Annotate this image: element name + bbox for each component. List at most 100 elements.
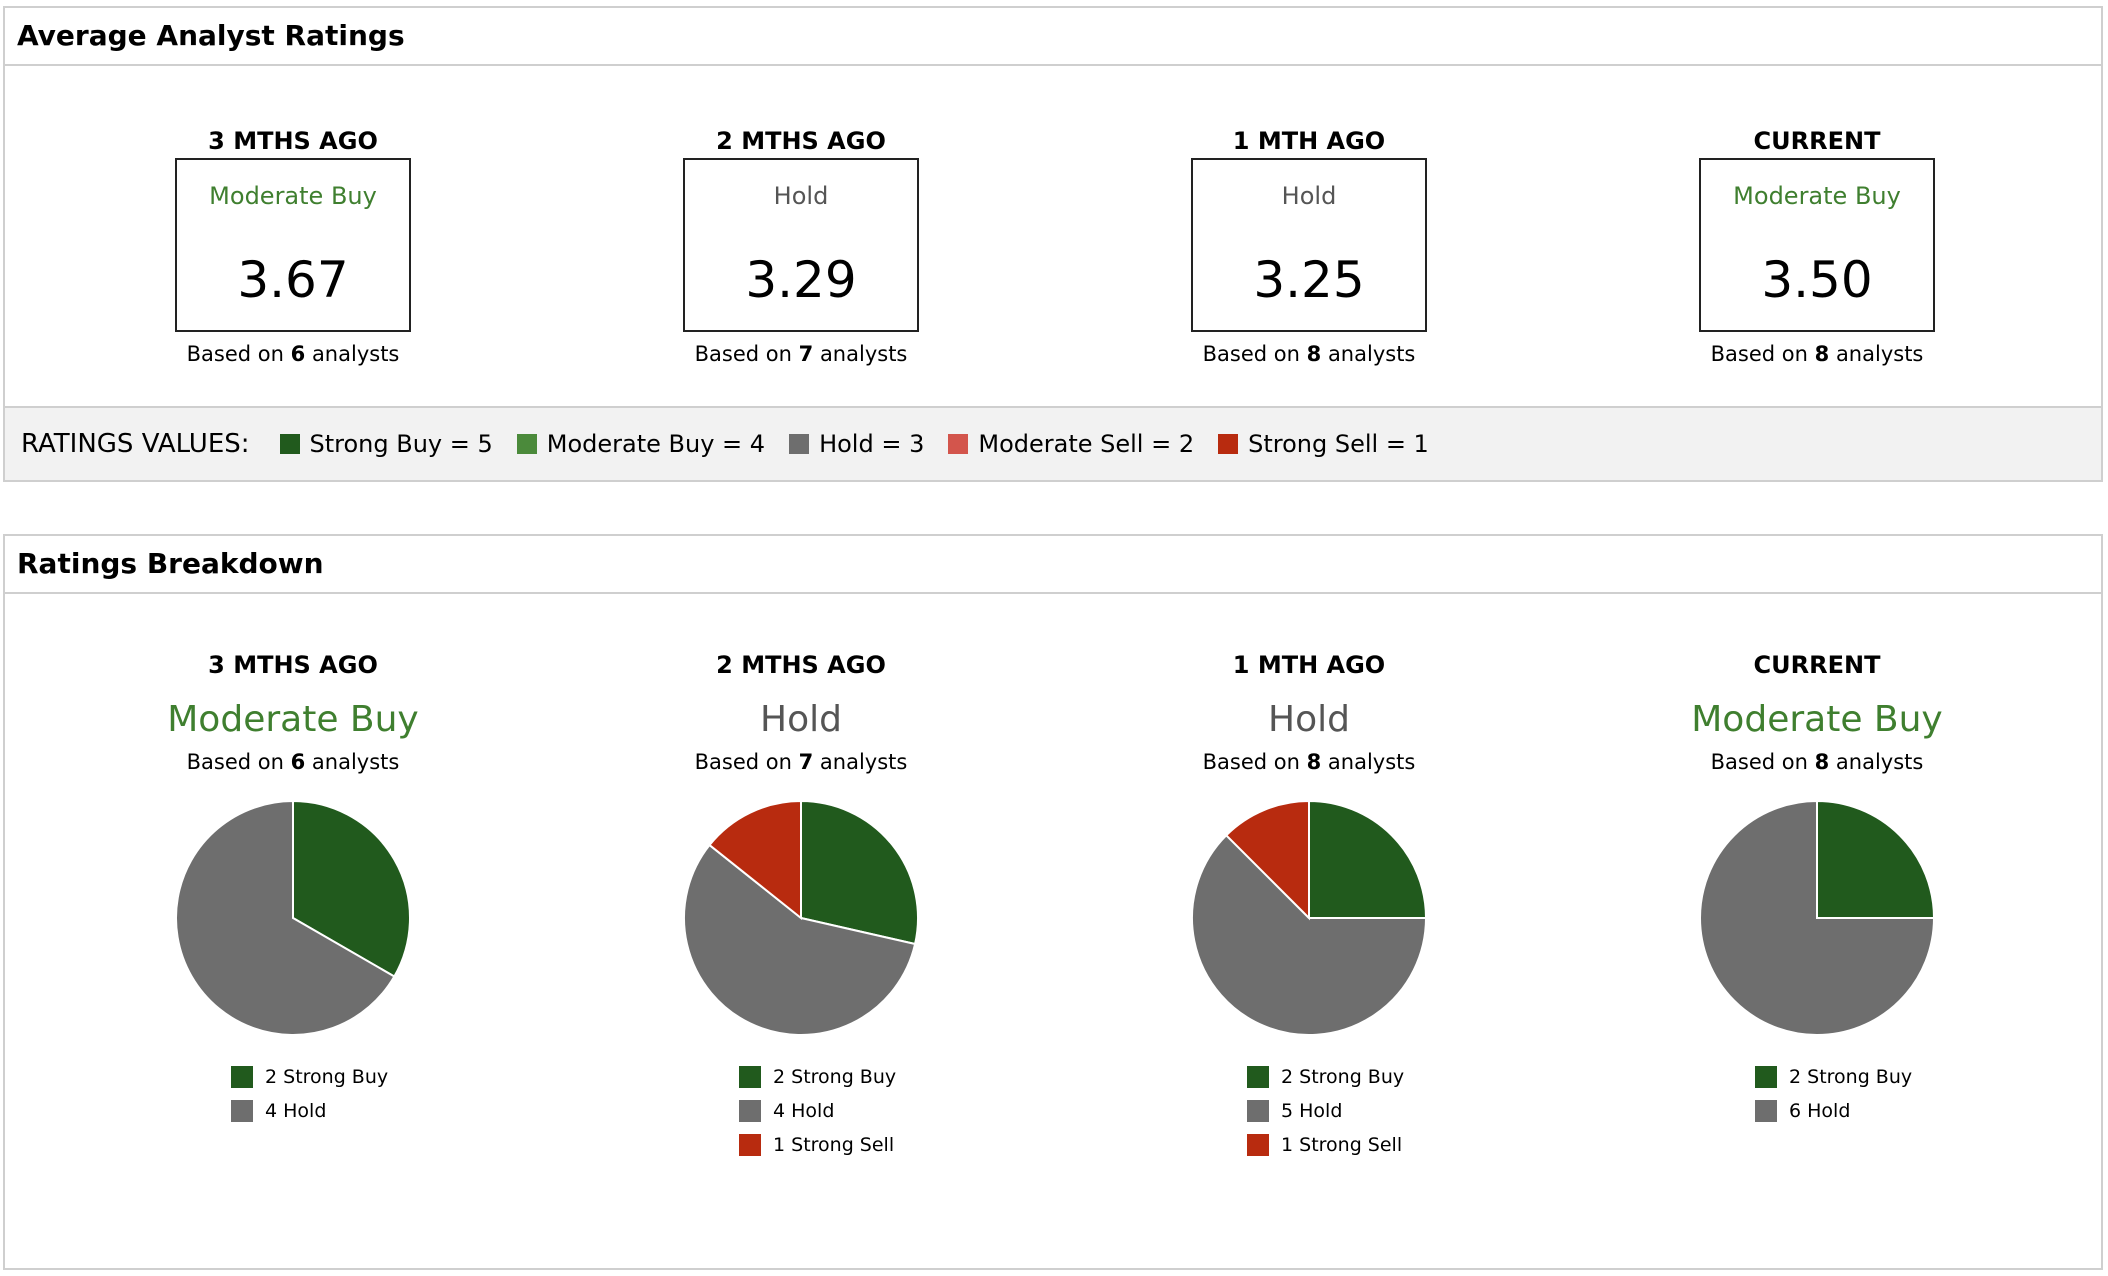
avg-rating-label: Hold: [773, 182, 829, 210]
avg-based-on: Based on 8 analysts: [1710, 342, 1924, 366]
pie-slice-strong-buy: [800, 799, 920, 946]
ratings-values-title: RATINGS VALUES:: [21, 429, 250, 459]
breakdown-col-0: 3 MTHS AGO Moderate Buy Based on 6 analyst…: [93, 650, 493, 1128]
avg-rating-label: Moderate Buy: [1733, 182, 1901, 210]
swatch-icon: [1755, 1066, 1777, 1088]
average-ratings-title: Average Analyst Ratings: [5, 8, 2101, 66]
avg-period: 2 MTHS AGO: [716, 127, 886, 155]
pie-legend-label: 6 Hold: [1789, 1100, 1851, 1122]
pie-legend-item: 2 Strong Buy: [93, 1060, 493, 1094]
breakdown-based-on: Based on 8 analysts: [1202, 750, 1416, 774]
avg-col-1: 2 MTHS AGO Hold 3.29 Based on 7 analysts: [601, 126, 1001, 366]
swatch-icon: [1247, 1134, 1269, 1156]
breakdown-period: 2 MTHS AGO: [716, 651, 886, 679]
swatch-icon: [739, 1100, 761, 1122]
breakdown-col-3: CURRENT Moderate Buy Based on 8 analysts 2 …: [1617, 650, 2017, 1128]
avg-based-on: Based on 7 analysts: [694, 342, 908, 366]
ratings-breakdown-title: Ratings Breakdown: [5, 536, 2101, 594]
avg-based-on: Based on 6 analysts: [186, 342, 400, 366]
pie-legend-label: 5 Hold: [1281, 1100, 1343, 1122]
avg-rating-box: Moderate Buy 3.50: [1699, 158, 1935, 332]
swatch-icon: [279, 434, 300, 454]
pie-legend: 2 Strong Buy 4 Hold 1 Strong Sell: [601, 1060, 1001, 1162]
avg-rating-box: Hold 3.25: [1191, 158, 1427, 332]
breakdown-based-on: Based on 6 analysts: [186, 750, 400, 774]
pie-legend-item: 2 Strong Buy: [1109, 1060, 1509, 1094]
breakdown-based-on: Based on 7 analysts: [694, 750, 908, 774]
legend-item-moderate-buy: Moderate Buy = 4: [516, 430, 765, 458]
pie-legend-item: 1 Strong Sell: [601, 1128, 1001, 1162]
avg-rating-box: Moderate Buy 3.67: [175, 158, 411, 332]
breakdown-period: 1 MTH AGO: [1232, 651, 1386, 679]
swatch-icon: [948, 434, 969, 454]
pie-legend-item: 4 Hold: [93, 1094, 493, 1128]
avg-period: 3 MTHS AGO: [208, 127, 378, 155]
average-ratings-panel: Average Analyst Ratings 3 MTHS AGO Moder…: [3, 6, 2103, 482]
avg-col-2: 1 MTH AGO Hold 3.25 Based on 8 analysts: [1109, 126, 1509, 366]
breakdown-col-1: 2 MTHS AGO Hold Based on 7 analysts 2 Stron…: [601, 650, 1001, 1162]
pie-legend: 2 Strong Buy 6 Hold: [1617, 1060, 2017, 1128]
pie-slice-hold: [175, 799, 396, 1036]
pie-legend-label: 1 Strong Sell: [773, 1134, 895, 1156]
swatch-icon: [1755, 1100, 1777, 1122]
pie-legend: 2 Strong Buy 5 Hold 1 Strong Sell: [1109, 1060, 1509, 1162]
swatch-icon: [739, 1066, 761, 1088]
pie-legend-label: 2 Strong Buy: [1281, 1066, 1405, 1088]
swatch-icon: [1247, 1066, 1269, 1088]
legend-item-hold: Hold = 3: [789, 430, 924, 458]
avg-based-on: Based on 8 analysts: [1202, 342, 1416, 366]
pie-legend-item: 2 Strong Buy: [601, 1060, 1001, 1094]
ratings-pie-chart: [683, 799, 920, 1036]
pie-slice-hold: [1191, 833, 1428, 1036]
pie-legend-label: 2 Strong Buy: [773, 1066, 897, 1088]
pie-slice-strong-sell: [708, 799, 802, 921]
pie-legend-label: 1 Strong Sell: [1281, 1134, 1403, 1156]
pie-legend-item: 1 Strong Sell: [1109, 1128, 1509, 1162]
swatch-icon: [789, 434, 810, 454]
pie-slice-strong-buy: [1816, 799, 1936, 919]
legend-item-moderate-sell: Moderate Sell = 2: [948, 430, 1194, 458]
swatch-icon: [1247, 1100, 1269, 1122]
swatch-icon: [231, 1100, 253, 1122]
pie-legend-item: 5 Hold: [1109, 1094, 1509, 1128]
breakdown-based-on: Based on 8 analysts: [1710, 750, 1924, 774]
breakdown-rating-label: Moderate Buy: [167, 699, 419, 740]
avg-rating-label: Moderate Buy: [209, 182, 377, 210]
avg-rating-box: Hold 3.29: [683, 158, 919, 332]
avg-rating-score: 3.29: [745, 251, 857, 309]
breakdown-rating-label: Hold: [760, 699, 842, 740]
legend-item-strong-sell: Strong Sell = 1: [1218, 430, 1429, 458]
ratings-pie-chart: [175, 799, 411, 1036]
pie-slice-strong-buy: [1308, 799, 1428, 919]
avg-rating-score: 3.67: [237, 251, 349, 309]
pie-legend-label: 4 Hold: [773, 1100, 835, 1122]
avg-period: 1 MTH AGO: [1232, 127, 1386, 155]
ratings-pie-chart: [1699, 799, 1936, 1036]
ratings-values-legend: RATINGS VALUES: Strong Buy = 5 Moderate …: [5, 406, 2101, 480]
breakdown-rating-label: Moderate Buy: [1691, 699, 1943, 740]
breakdown-rating-label: Hold: [1268, 699, 1350, 740]
swatch-icon: [231, 1066, 253, 1088]
pie-legend-item: 6 Hold: [1617, 1094, 2017, 1128]
swatch-icon: [739, 1134, 761, 1156]
breakdown-period: 3 MTHS AGO: [208, 651, 378, 679]
avg-rating-score: 3.25: [1253, 251, 1365, 309]
ratings-pie-chart: [1191, 799, 1428, 1036]
pie-legend: 2 Strong Buy 4 Hold: [93, 1060, 493, 1128]
pie-slice-strong-buy: [292, 799, 411, 978]
legend-item-strong-buy: Strong Buy = 5: [279, 430, 493, 458]
swatch-icon: [516, 434, 537, 454]
pie-legend-label: 2 Strong Buy: [265, 1066, 389, 1088]
pie-legend-item: 4 Hold: [601, 1094, 1001, 1128]
pie-legend-item: 2 Strong Buy: [1617, 1060, 2017, 1094]
breakdown-col-2: 1 MTH AGO Hold Based on 8 analysts 2 Strong…: [1109, 650, 1509, 1162]
pie-slice-strong-sell: [1224, 799, 1310, 921]
avg-rating-score: 3.50: [1761, 251, 1873, 309]
ratings-breakdown-panel: Ratings Breakdown 3 MTHS AGO Moderate Buy…: [3, 534, 2103, 1270]
pie-legend-label: 4 Hold: [265, 1100, 327, 1122]
avg-period: CURRENT: [1753, 127, 1881, 155]
pie-slice-hold: [1699, 799, 1936, 1036]
avg-col-3: CURRENT Moderate Buy 3.50 Based on 8 ana…: [1617, 126, 2017, 366]
avg-rating-label: Hold: [1281, 182, 1337, 210]
swatch-icon: [1218, 434, 1239, 454]
